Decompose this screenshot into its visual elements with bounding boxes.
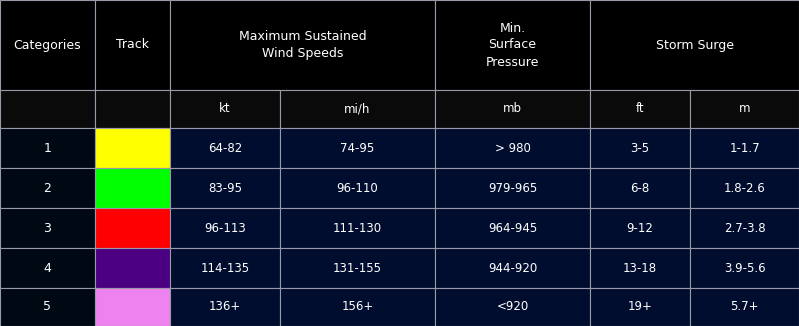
Bar	[280, 208, 435, 248]
Text: 96-113: 96-113	[204, 221, 246, 234]
Bar	[280, 128, 435, 168]
Text: 96-110: 96-110	[336, 182, 379, 195]
Text: 4: 4	[44, 261, 51, 274]
Text: 111-130: 111-130	[333, 221, 382, 234]
Bar	[170, 168, 280, 208]
Bar	[690, 208, 799, 248]
Bar	[95, 248, 170, 288]
Text: 136+: 136+	[209, 301, 241, 314]
Text: 5.7+: 5.7+	[730, 301, 759, 314]
Text: > 980: > 980	[495, 141, 531, 155]
Bar	[590, 248, 690, 288]
Bar	[690, 90, 799, 128]
Bar	[0, 168, 95, 208]
Text: 3-5: 3-5	[630, 141, 650, 155]
Bar	[170, 288, 280, 326]
Text: 1: 1	[44, 141, 51, 155]
Text: ft: ft	[636, 102, 644, 115]
Bar	[435, 168, 590, 208]
Bar	[435, 248, 590, 288]
Text: 2.7-3.8: 2.7-3.8	[724, 221, 765, 234]
Bar	[95, 208, 170, 248]
Bar	[590, 128, 690, 168]
Text: 9-12: 9-12	[626, 221, 654, 234]
Text: 3.9-5.6: 3.9-5.6	[724, 261, 765, 274]
Text: 944-920: 944-920	[488, 261, 537, 274]
Text: 6-8: 6-8	[630, 182, 650, 195]
Bar	[95, 128, 170, 168]
Text: 5: 5	[43, 301, 51, 314]
Text: 13-18: 13-18	[623, 261, 657, 274]
Bar	[690, 248, 799, 288]
Bar	[435, 128, 590, 168]
Bar	[280, 168, 435, 208]
Bar	[95, 90, 170, 128]
Text: Categories: Categories	[14, 38, 81, 52]
Text: 964-945: 964-945	[488, 221, 537, 234]
Bar	[590, 288, 690, 326]
Text: 1.8-2.6: 1.8-2.6	[724, 182, 765, 195]
Text: 114-135: 114-135	[201, 261, 249, 274]
Text: 74-95: 74-95	[340, 141, 375, 155]
Bar	[280, 288, 435, 326]
Text: <920: <920	[496, 301, 529, 314]
Text: 83-95: 83-95	[208, 182, 242, 195]
Text: kt: kt	[219, 102, 231, 115]
Text: m: m	[739, 102, 750, 115]
Bar	[0, 0, 95, 90]
Bar	[95, 168, 170, 208]
Bar	[0, 208, 95, 248]
Bar	[435, 208, 590, 248]
Text: Storm Surge: Storm Surge	[655, 38, 733, 52]
Bar	[0, 128, 95, 168]
Text: Maximum Sustained
Wind Speeds: Maximum Sustained Wind Speeds	[239, 30, 366, 60]
Text: 3: 3	[44, 221, 51, 234]
Text: 131-155: 131-155	[333, 261, 382, 274]
Bar	[170, 208, 280, 248]
Bar	[690, 288, 799, 326]
Bar	[435, 288, 590, 326]
Text: 1-1.7: 1-1.7	[729, 141, 760, 155]
Bar	[0, 90, 95, 128]
Text: 156+: 156+	[341, 301, 374, 314]
Text: Min.
Surface
Pressure: Min. Surface Pressure	[486, 22, 539, 68]
Bar	[0, 288, 95, 326]
Bar	[590, 208, 690, 248]
Bar	[95, 0, 170, 90]
Text: 19+: 19+	[627, 301, 653, 314]
Text: mi/h: mi/h	[344, 102, 371, 115]
Bar	[590, 90, 690, 128]
Bar	[170, 0, 435, 90]
Bar	[0, 248, 95, 288]
Text: 979-965: 979-965	[488, 182, 537, 195]
Bar	[590, 0, 799, 90]
Bar	[435, 0, 590, 90]
Bar	[590, 168, 690, 208]
Bar	[170, 248, 280, 288]
Bar	[170, 128, 280, 168]
Bar	[95, 288, 170, 326]
Text: Track: Track	[116, 38, 149, 52]
Bar	[690, 128, 799, 168]
Bar	[435, 90, 590, 128]
Text: 2: 2	[44, 182, 51, 195]
Bar	[280, 248, 435, 288]
Bar	[690, 168, 799, 208]
Text: mb: mb	[503, 102, 522, 115]
Text: 64-82: 64-82	[208, 141, 242, 155]
Bar	[280, 90, 435, 128]
Bar	[170, 90, 280, 128]
